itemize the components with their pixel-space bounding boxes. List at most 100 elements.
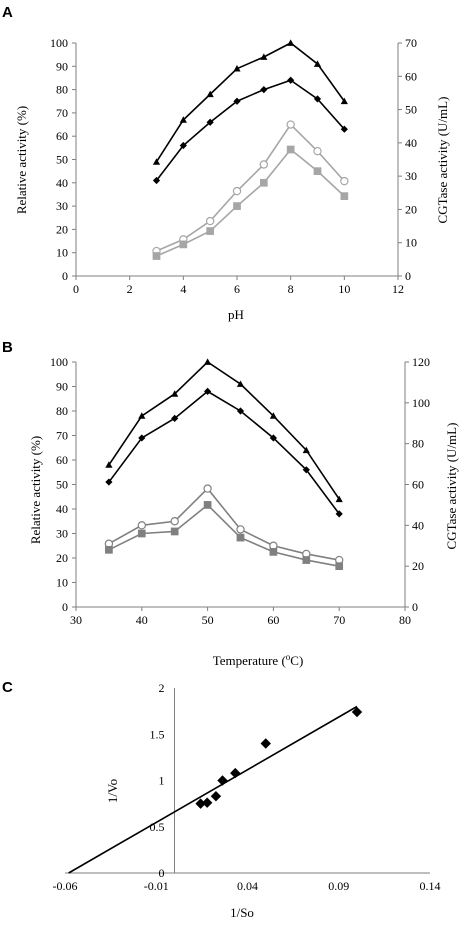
series-4-point: [170, 527, 179, 536]
x-tick-label: -0.01: [144, 879, 169, 893]
panel-a-letter: A: [2, 4, 13, 21]
y-tick-label: 100: [50, 355, 68, 369]
series-2-point: [138, 434, 146, 442]
x-tick-label: 30: [70, 613, 82, 627]
series-2-point: [335, 510, 343, 518]
y2-tick-label: 30: [405, 169, 417, 183]
y-tick-label: 60: [56, 453, 68, 467]
y-tick-label: 20: [56, 551, 68, 565]
series-2-point: [171, 414, 179, 422]
series-2-point: [287, 76, 295, 84]
y2-tick-label: 20: [412, 559, 424, 573]
panel-a-y2-axis-title: CGTase activity (U/mL): [435, 97, 450, 224]
series-4-point: [302, 556, 311, 564]
series-1-point: [105, 461, 113, 468]
panel-b-y2-axis-title: CGTase activity (U/mL): [444, 423, 459, 550]
series-4-point: [105, 545, 113, 554]
series-2-point: [269, 434, 277, 442]
series-4-point: [340, 192, 349, 200]
x-tick-label: -0.06: [53, 879, 78, 893]
x-tick-label: 2: [127, 282, 133, 296]
panel-c: C 1/So 1/Vo -0.06 -0.01 0.04 0.09 0.1400.511…: [2, 679, 441, 920]
series-1-point: [236, 380, 245, 387]
y2-tick-label: 10: [405, 236, 417, 250]
series-2-point: [206, 118, 214, 126]
series-3-point: [203, 484, 212, 493]
series-1-point: [233, 65, 241, 72]
series-2-line: [155, 79, 345, 181]
x-tick-label: 10: [338, 282, 350, 296]
panel-b-x-title-part1: Temperature (: [213, 653, 286, 668]
series-2-point: [236, 407, 245, 415]
series-1-point: [204, 358, 212, 365]
series-2-point: [233, 97, 241, 105]
series-4-point: [233, 202, 241, 210]
series-1-point: [179, 116, 187, 123]
panel-a-x-axis-title: pH: [228, 307, 244, 322]
series-4-point: [313, 167, 322, 176]
series-4-point: [203, 501, 212, 509]
series-2-point: [152, 176, 161, 185]
x-tick-label: 50: [202, 613, 214, 627]
series-3-point: [286, 120, 295, 129]
series-4-point: [269, 548, 278, 556]
x-tick-label: 0.09: [328, 879, 349, 893]
series-1-point: [171, 390, 179, 397]
series-1-point: [335, 495, 343, 503]
series-3-point: [232, 186, 242, 196]
y-tick-label: 30: [56, 199, 68, 213]
y-tick-label: 50: [56, 478, 68, 492]
series-3-line: [108, 487, 340, 561]
series-3-point: [205, 216, 215, 226]
y-tick-label: 80: [56, 404, 68, 418]
series-1-point: [230, 767, 241, 779]
y2-tick-label: 70: [405, 36, 417, 50]
series-3-point: [313, 146, 322, 156]
y2-tick-label: 0: [405, 269, 411, 283]
y-tick-label: 0: [62, 600, 68, 614]
series-4-line: [108, 503, 340, 567]
panel-c-letter: C: [2, 679, 13, 696]
y-tick-label: 40: [56, 502, 68, 516]
panel-b-y-axis-title: Relative activity (%): [28, 436, 43, 544]
x-tick-label: 12: [392, 282, 404, 296]
series-1-point: [152, 158, 161, 165]
x-tick-label: 4: [180, 282, 186, 296]
panel-b-letter: B: [2, 339, 13, 356]
panel-a-y-axis-title: Relative activity (%): [14, 106, 29, 214]
y2-tick-label: 0: [412, 600, 418, 614]
y-tick-label: 90: [56, 380, 68, 394]
x-tick-label: 8: [288, 282, 294, 296]
series-1-point: [201, 797, 213, 808]
y2-tick-label: 100: [412, 396, 430, 410]
series-1-point: [210, 791, 222, 802]
y-tick-label: 80: [56, 83, 68, 97]
y-tick-label: 70: [56, 429, 68, 443]
series-3-point: [340, 176, 349, 186]
panel-b-x-title-degree: o: [286, 652, 291, 662]
series-2-point: [260, 86, 268, 94]
series-2-point: [313, 95, 322, 103]
y-tick-label: 40: [56, 176, 68, 190]
trendline: [68, 705, 358, 874]
y2-tick-label: 40: [412, 518, 424, 532]
y-tick-label: 30: [56, 527, 68, 541]
x-tick-label: 0.14: [420, 879, 441, 893]
series-2-point: [340, 125, 348, 133]
series-2-line: [108, 390, 340, 515]
series-4-point: [259, 178, 268, 187]
x-tick-label: 70: [333, 613, 345, 627]
y-tick-label: 10: [56, 246, 68, 260]
x-tick-label: 6: [234, 282, 240, 296]
series-3-line: [156, 123, 345, 252]
series-1-point: [195, 798, 206, 809]
series-4-point: [335, 562, 344, 571]
series-1-point: [206, 90, 214, 98]
x-tick-label: 60: [267, 613, 279, 627]
series-4-point: [152, 252, 161, 260]
series-1-point: [269, 412, 277, 419]
y-tick-label: 2: [159, 681, 165, 695]
series-2-point: [204, 387, 212, 395]
panel-a: A pH Relative activity (%) CGTase activi…: [2, 4, 450, 322]
series-1-point: [287, 39, 295, 46]
